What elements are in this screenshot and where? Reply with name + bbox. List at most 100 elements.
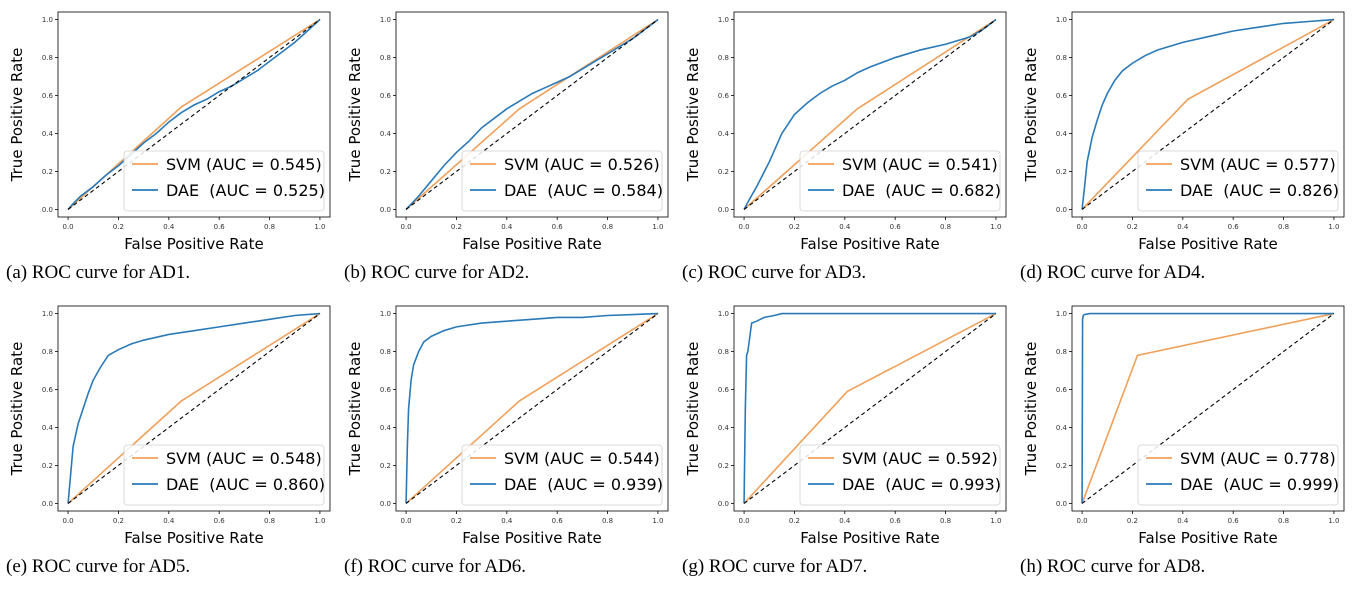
svm-roc-line <box>405 312 659 505</box>
chart-panel: 0.0 0.2 0.4 0.6 0.8 1.0 0.0 0.2 0.4 0.6 0.8 1.0 Fals… <box>338 294 676 588</box>
figure-caption: (a) ROC curve for AD1. <box>6 262 191 283</box>
x-tick-label: 0.2 <box>1127 223 1138 231</box>
y-tick-label: 0.6 <box>1056 92 1068 100</box>
x-tick-label: 0.4 <box>839 517 851 525</box>
x-tick-label: 0.8 <box>602 223 613 231</box>
plot-frame <box>395 305 669 512</box>
legend-label: DAE (AUC = 0.860) <box>166 475 325 494</box>
legend-box <box>1137 444 1339 506</box>
x-axis-title: False Positive Rate <box>462 529 601 547</box>
chart-panel: 0.0 0.2 0.4 0.6 0.8 1.0 0.0 0.2 0.4 0.6 0.8 1.0 Fals… <box>0 0 338 294</box>
figure-caption: (d) ROC curve for AD4. <box>1020 262 1206 283</box>
legend-label: DAE (AUC = 0.939) <box>504 475 663 494</box>
y-tick-label: 0.0 <box>1056 500 1067 508</box>
figure-caption: (g) ROC curve for AD7. <box>682 556 868 577</box>
x-tick-label: 1.0 <box>1328 517 1339 525</box>
roc-chart: 0.0 0.2 0.4 0.6 0.8 1.0 0.0 0.2 0.4 0.6 0.8 1.0 Fals… <box>684 305 1007 547</box>
x-tick-label: 1.0 <box>1328 223 1339 231</box>
y-tick-label: 0.4 <box>380 424 392 432</box>
roc-chart: 0.0 0.2 0.4 0.6 0.8 1.0 0.0 0.2 0.4 0.6 0.8 1.0 Fals… <box>1022 305 1345 547</box>
svm-roc-line <box>67 312 321 505</box>
x-axis-title: False Positive Rate <box>800 529 939 547</box>
x-tick-label: 0.2 <box>789 517 800 525</box>
legend-label: DAE (AUC = 0.525) <box>166 181 325 200</box>
x-tick-label: 0.0 <box>1077 517 1088 525</box>
legend-box <box>123 150 325 212</box>
y-tick-label: 1.0 <box>380 16 391 24</box>
legend-box <box>461 444 663 506</box>
x-axis-title: False Positive Rate <box>1138 529 1277 547</box>
x-tick-label: 0.2 <box>451 517 462 525</box>
legend-label: DAE (AUC = 0.999) <box>1180 475 1339 494</box>
x-tick-label: 0.0 <box>1077 223 1088 231</box>
dae-roc-line <box>67 18 321 210</box>
y-tick-label: 1.0 <box>42 310 53 318</box>
chance-diagonal-line <box>1081 19 1335 210</box>
roc-chart: 0.0 0.2 0.4 0.6 0.8 1.0 0.0 0.2 0.4 0.6 0.8 1.0 Fals… <box>684 11 1007 253</box>
x-tick-label: 0.6 <box>890 517 902 525</box>
x-tick-label: 0.8 <box>264 517 275 525</box>
legend-box <box>123 444 325 506</box>
x-tick-label: 1.0 <box>314 223 325 231</box>
x-tick-label: 0.8 <box>940 517 951 525</box>
legend-label: SVM (AUC = 0.526) <box>504 155 660 174</box>
x-tick-label: 0.0 <box>401 517 412 525</box>
x-tick-label: 0.2 <box>113 223 124 231</box>
y-tick-label: 0.0 <box>42 206 53 214</box>
chart-panel: 0.0 0.2 0.4 0.6 0.8 1.0 0.0 0.2 0.4 0.6 0.8 1.0 Fals… <box>338 0 676 294</box>
y-axis-title: True Positive Rate <box>8 48 26 183</box>
plot-frame <box>1071 305 1345 512</box>
chance-diagonal-line <box>405 313 659 504</box>
y-tick-label: 0.6 <box>718 386 730 394</box>
y-tick-label: 0.6 <box>380 386 392 394</box>
chance-diagonal-line <box>67 19 321 210</box>
chart-panel: 0.0 0.2 0.4 0.6 0.8 1.0 0.0 0.2 0.4 0.6 0.8 1.0 Fals… <box>0 294 338 588</box>
y-tick-label: 0.0 <box>1056 206 1067 214</box>
x-tick-label: 0.8 <box>1278 223 1289 231</box>
dae-roc-line <box>405 18 659 210</box>
y-tick-label: 0.8 <box>42 54 53 62</box>
chance-diagonal-line <box>743 313 997 504</box>
figure-caption: (h) ROC curve for AD8. <box>1020 556 1206 577</box>
chance-diagonal-line <box>67 313 321 504</box>
x-tick-label: 0.6 <box>552 517 564 525</box>
svm-roc-line <box>1081 18 1335 210</box>
x-tick-label: 0.0 <box>401 223 412 231</box>
chart-panel: 0.0 0.2 0.4 0.6 0.8 1.0 0.0 0.2 0.4 0.6 0.8 1.0 Fals… <box>1014 0 1352 294</box>
roc-chart: 0.0 0.2 0.4 0.6 0.8 1.0 0.0 0.2 0.4 0.6 0.8 1.0 Fals… <box>346 11 669 253</box>
y-tick-label: 1.0 <box>1056 310 1067 318</box>
x-tick-label: 0.6 <box>1228 517 1240 525</box>
y-tick-label: 0.8 <box>1056 54 1067 62</box>
y-tick-label: 0.4 <box>718 424 730 432</box>
y-tick-label: 0.2 <box>42 462 53 470</box>
x-axis-title: False Positive Rate <box>124 235 263 253</box>
figure-caption: (c) ROC curve for AD3. <box>682 262 867 283</box>
x-tick-label: 0.6 <box>552 223 564 231</box>
chance-diagonal-line <box>1081 313 1335 504</box>
y-axis-title: True Positive Rate <box>1022 342 1040 477</box>
x-tick-label: 0.2 <box>451 223 462 231</box>
plot-frame <box>733 305 1007 512</box>
figure-caption: (b) ROC curve for AD2. <box>344 262 530 283</box>
y-tick-label: 0.4 <box>1056 130 1068 138</box>
y-tick-label: 1.0 <box>718 16 729 24</box>
legend-box <box>461 150 663 212</box>
roc-chart: 0.0 0.2 0.4 0.6 0.8 1.0 0.0 0.2 0.4 0.6 0.8 1.0 Fals… <box>8 11 331 253</box>
x-axis-title: False Positive Rate <box>800 235 939 253</box>
x-tick-label: 0.4 <box>839 223 851 231</box>
x-tick-label: 0.4 <box>501 223 513 231</box>
plot-frame <box>733 11 1007 218</box>
x-tick-label: 0.6 <box>214 517 226 525</box>
x-tick-label: 0.0 <box>63 223 74 231</box>
x-tick-label: 0.6 <box>890 223 902 231</box>
x-tick-label: 0.6 <box>214 223 226 231</box>
legend-label: SVM (AUC = 0.778) <box>1180 449 1336 468</box>
dae-roc-line <box>743 18 997 210</box>
chart-panel: 0.0 0.2 0.4 0.6 0.8 1.0 0.0 0.2 0.4 0.6 0.8 1.0 Fals… <box>1014 294 1352 588</box>
figure-caption: (f) ROC curve for AD6. <box>344 556 527 577</box>
y-tick-label: 0.8 <box>380 348 391 356</box>
figure-caption: (e) ROC curve for AD5. <box>6 556 191 577</box>
roc-chart: 0.0 0.2 0.4 0.6 0.8 1.0 0.0 0.2 0.4 0.6 0.8 1.0 Fals… <box>346 305 669 547</box>
legend-label: SVM (AUC = 0.544) <box>504 449 660 468</box>
legend-label: DAE (AUC = 0.826) <box>1180 181 1339 200</box>
